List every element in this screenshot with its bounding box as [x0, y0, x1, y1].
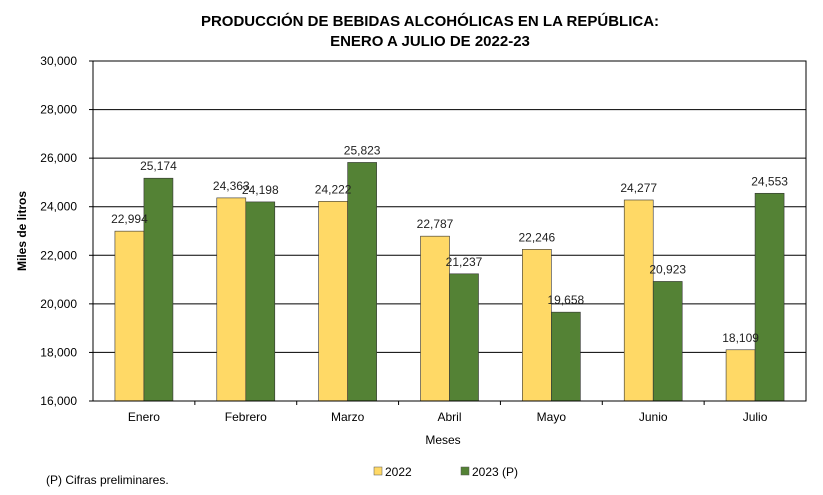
chart-title-line-2: ENERO A JULIO DE 2022-23: [330, 33, 530, 50]
data-label-2023-marzo: 25,823: [344, 143, 381, 157]
bars-group: [114, 162, 785, 402]
bar-2022-abril: [420, 235, 450, 402]
bar-2023-febrero: [245, 201, 276, 402]
data-label-2023-febrero: 24,198: [242, 183, 279, 197]
data-label-2022-enero: 22,994: [111, 212, 148, 226]
y-tick-label: 20,000: [40, 297, 77, 311]
x-tick-label-abril: Abril: [437, 410, 461, 424]
y-tick-labels: 16,000 18,000 20,000 22,000 24,000 26,000 28,0…: [40, 54, 77, 408]
x-tick-label-enero: Enero: [128, 410, 160, 424]
y-tick-label: 22,000: [40, 248, 77, 262]
legend-label-2023: 2023 (P): [472, 465, 518, 479]
y-tick-label: 28,000: [40, 103, 77, 117]
bar-2022-febrero: [216, 197, 247, 402]
bar-2023-abril: [449, 273, 479, 402]
legend-label-2022: 2022: [385, 465, 412, 479]
x-tick-label-marzo: Marzo: [331, 410, 365, 424]
y-tick-label: 24,000: [40, 200, 77, 214]
bar-2023-mayo: [551, 311, 581, 402]
bar-2023-junio: [652, 281, 683, 402]
bar-2023-marzo: [347, 162, 377, 402]
legend-swatch-2023: [460, 466, 470, 476]
data-label-2022-abril: 22,787: [417, 217, 454, 231]
data-label-2023-enero: 25,174: [140, 159, 177, 173]
bar-2023-enero: [143, 177, 174, 402]
y-tick-label: 16,000: [40, 394, 77, 408]
x-tick-label-mayo: Mayo: [537, 410, 567, 424]
data-label-2022-marzo: 24,222: [315, 182, 352, 196]
bar-2022-mayo: [522, 249, 552, 402]
data-label-2022-febrero: 24,363: [213, 179, 250, 193]
x-tick-label-junio: Junio: [639, 410, 668, 424]
data-label-2023-junio: 20,923: [649, 262, 686, 276]
data-label-2022-mayo: 22,246: [519, 230, 556, 244]
data-label-2022-junio: 24,277: [620, 181, 657, 195]
legend: 2022 2023 (P): [373, 465, 518, 479]
footnote: (P) Cifras preliminares.: [46, 473, 169, 487]
bar-2022-enero: [114, 230, 145, 402]
bar-2022-julio: [725, 349, 756, 402]
y-tick-label: 26,000: [40, 151, 77, 165]
data-label-2023-abril: 21,237: [446, 255, 483, 269]
x-tick-label-febrero: Febrero: [225, 410, 267, 424]
plot-border: [92, 60, 807, 402]
data-label-2023-julio: 24,553: [751, 174, 788, 188]
data-label-2022-julio: 18,109: [722, 331, 759, 345]
legend-swatch-2022: [373, 466, 383, 476]
bar-2022-marzo: [318, 201, 348, 402]
y-tick-label: 18,000: [40, 345, 77, 359]
x-tick-label-julio: Julio: [743, 410, 768, 424]
bar-2023-julio: [754, 192, 785, 402]
chart-title-line-1: PRODUCCIÓN DE BEBIDAS ALCOHÓLICAS EN LA …: [201, 12, 659, 30]
bar-2022-junio: [623, 199, 654, 402]
y-tick-label: 30,000: [40, 54, 77, 68]
y-axis-title: Miles de litros: [15, 191, 29, 271]
x-tick-labels: Enero Febrero Marzo Abril Mayo Junio Julio: [128, 410, 768, 424]
data-label-2023-mayo: 19,658: [548, 293, 585, 307]
x-axis-title: Meses: [425, 433, 460, 447]
